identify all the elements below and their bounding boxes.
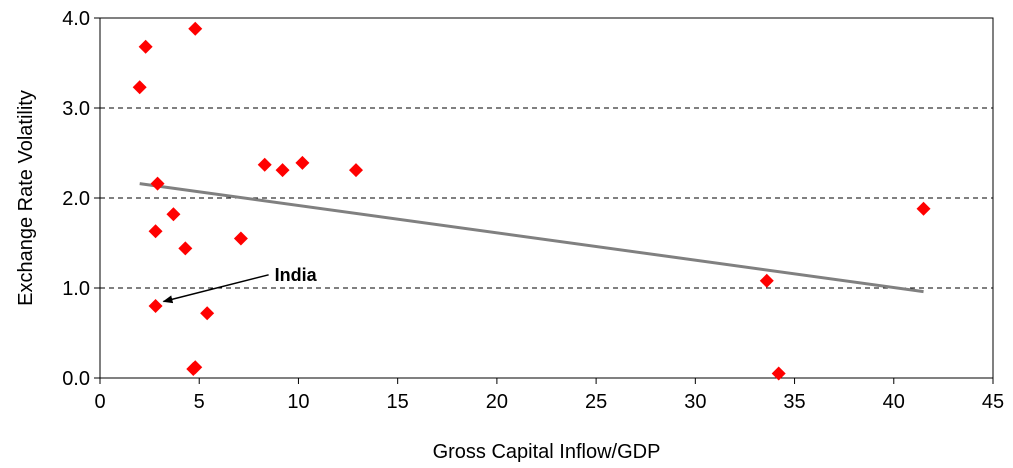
data-point [148,224,163,239]
x-tick-label: 0 [94,391,105,413]
data-point [771,366,786,381]
data-point [166,207,181,222]
data-point [150,176,165,191]
y-tick-label: 0.0 [62,368,90,390]
x-axis-title: Gross Capital Inflow/GDP [433,441,661,463]
annotation-arrow [162,274,269,304]
y-tick-label: 3.0 [62,98,90,120]
data-points [132,21,931,381]
data-point [233,231,248,246]
data-point [178,241,193,256]
y-tick-label: 4.0 [62,8,90,30]
data-point [759,273,774,288]
y-axis: 0.0 1.0 2.0 3.0 4.0 [62,8,100,390]
x-tick-label: 25 [585,391,607,413]
y-tick-label: 1.0 [62,278,90,300]
data-point [295,155,310,170]
data-point [275,163,290,178]
x-tick-label: 30 [684,391,706,413]
data-point [188,21,203,36]
data-point [257,157,272,172]
data-point [348,163,363,178]
x-tick-label: 20 [486,391,508,413]
y-axis-title: Exchange Rate Volatility [15,90,37,306]
x-tick-label: 5 [194,391,205,413]
data-point [200,306,215,321]
data-point [132,80,147,95]
x-axis: 0 5 10 15 20 25 30 35 40 45 [94,378,1004,413]
data-point [916,201,931,216]
trendline-group [139,182,924,294]
annotations: India [162,265,318,304]
data-point [138,39,153,54]
x-tick-label: 15 [387,391,409,413]
x-tick-label: 45 [982,391,1004,413]
trendline [139,182,924,294]
x-tick-label: 35 [783,391,805,413]
x-tick-label: 10 [287,391,309,413]
x-tick-label: 40 [883,391,905,413]
data-point [148,299,163,313]
y-tick-label: 2.0 [62,188,90,210]
annotation-label: India [275,265,318,285]
data-point [188,360,203,375]
